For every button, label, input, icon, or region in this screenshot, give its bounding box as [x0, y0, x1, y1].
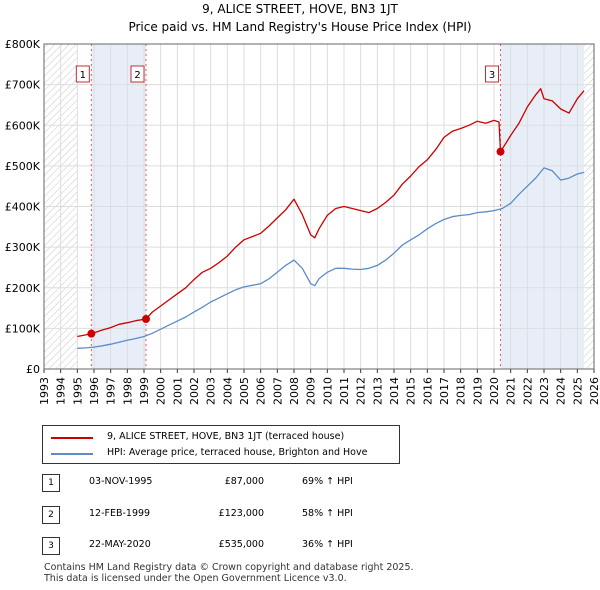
plot-frame — [43, 43, 595, 370]
transaction-hpi: 36% ↑ HPI — [302, 539, 353, 550]
y-tick-label: £600K — [5, 119, 41, 132]
x-tick-label: 2008 — [288, 377, 301, 405]
transaction-box — [485, 65, 499, 83]
x-tick-label: 2020 — [488, 377, 501, 405]
x-tick-label: 1998 — [121, 377, 134, 405]
x-tick-label: 1999 — [138, 377, 151, 405]
x-tick-label: 1996 — [88, 377, 101, 405]
footer-copyright: Contains HM Land Registry data © Crown c… — [44, 562, 414, 573]
transaction-box-label: 2 — [134, 70, 140, 81]
x-tick-label: 2021 — [505, 377, 518, 405]
transaction-price: £535,000 — [218, 539, 264, 550]
x-tick-label: 2018 — [455, 377, 468, 405]
transaction-row: 1 03-NOV-1995 £87,000 69% ↑ HPI — [42, 474, 462, 494]
transaction-box-label: 1 — [80, 70, 86, 81]
transaction-date: 22-MAY-2020 — [89, 539, 151, 550]
transaction-number: 3 — [42, 537, 60, 555]
x-tick-label: 2024 — [555, 377, 568, 405]
transaction-point — [496, 147, 505, 156]
transaction-number: 2 — [42, 506, 60, 524]
y-tick-label: £500K — [5, 160, 41, 173]
x-tick-label: 2002 — [188, 377, 201, 405]
footer-licence: This data is licensed under the Open Gov… — [44, 573, 347, 584]
y-tick-label: £700K — [5, 79, 41, 92]
x-tick-label: 2013 — [371, 377, 384, 405]
x-tick-label: 2004 — [221, 377, 234, 405]
x-tick-label: 1993 — [38, 377, 51, 405]
x-tick-label: 1995 — [71, 377, 84, 405]
x-tick-label: 2003 — [205, 377, 218, 405]
legend-swatch-property — [51, 437, 93, 439]
price-chart: £0 £100K £200K £300K £400K £500K £600K £700K £80… — [5, 38, 600, 405]
x-tick-label: 2017 — [438, 377, 451, 405]
hpi-line — [77, 167, 585, 349]
y-tick-label: £300K — [5, 241, 41, 254]
x-tick-label: 2010 — [321, 377, 334, 405]
x-tick-label: 2026 — [588, 377, 600, 405]
legend-label-property: 9, ALICE STREET, HOVE, BN3 1JT (terraced… — [107, 431, 345, 442]
transaction-hpi: 58% ↑ HPI — [302, 508, 353, 519]
x-tick-label: 2023 — [538, 377, 551, 405]
transaction-number: 1 — [42, 474, 60, 492]
y-tick-label: £0 — [26, 363, 40, 376]
transaction-point — [87, 329, 96, 338]
transaction-box-label: 3 — [489, 70, 495, 81]
x-tick-label: 1997 — [105, 377, 118, 405]
y-tick-label: £800K — [5, 38, 41, 51]
chart-title: 9, ALICE STREET, HOVE, BN3 1JT — [202, 2, 398, 16]
x-tick-label: 2015 — [405, 377, 418, 405]
x-tick-label: 2007 — [271, 377, 284, 405]
x-tick-label: 2022 — [521, 377, 534, 405]
x-tick-label: 2006 — [255, 377, 268, 405]
transaction-date: 12-FEB-1999 — [89, 508, 151, 519]
transaction-price: £87,000 — [224, 476, 264, 487]
transaction-price: £123,000 — [218, 508, 264, 519]
x-tick-label: 2025 — [571, 377, 584, 405]
x-tick-label: 2001 — [171, 377, 184, 405]
legend-swatch-hpi — [51, 453, 93, 455]
x-tick-label: 2011 — [338, 377, 351, 405]
legend: 9, ALICE STREET, HOVE, BN3 1JT (terraced… — [42, 425, 400, 464]
transaction-point — [142, 315, 150, 324]
transaction-date: 03-NOV-1995 — [89, 476, 153, 487]
chart-subtitle: Price paid vs. HM Land Registry's House … — [128, 20, 472, 34]
x-tick-label: 2019 — [471, 377, 484, 405]
transaction-hpi: 69% ↑ HPI — [302, 476, 353, 487]
transaction-box — [130, 65, 145, 83]
x-tick-label: 1994 — [55, 377, 68, 405]
y-tick-label: £100K — [5, 322, 41, 335]
y-tick-label: £200K — [5, 282, 41, 295]
x-tick-label: 2012 — [355, 377, 368, 405]
y-tick-label: £400K — [5, 201, 41, 214]
x-tick-label: 2000 — [155, 377, 168, 405]
transaction-box — [75, 65, 90, 83]
x-tick-label: 2005 — [238, 377, 251, 405]
property-price-line — [77, 88, 585, 338]
transaction-row: 3 22-MAY-2020 £535,000 36% ↑ HPI — [42, 537, 462, 557]
x-tick-label: 2014 — [388, 377, 401, 405]
x-tick-label: 2016 — [421, 377, 434, 405]
legend-label-hpi: HPI: Average price, terraced house, Brig… — [107, 447, 368, 458]
x-tick-label: 2009 — [305, 377, 318, 405]
transaction-row: 2 12-FEB-1999 £123,000 58% ↑ HPI — [42, 506, 462, 526]
